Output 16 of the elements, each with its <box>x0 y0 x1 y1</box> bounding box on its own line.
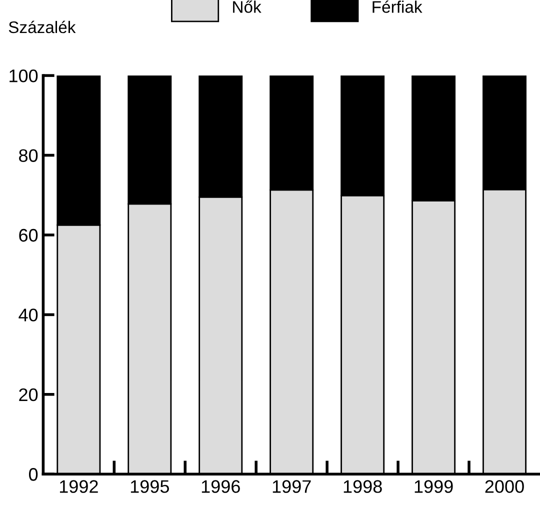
y-tick-label: 0 <box>29 468 38 481</box>
x-tick-label: 1997 <box>272 480 311 493</box>
y-tick-label: 60 <box>19 228 38 242</box>
y-tick-label: 40 <box>18 308 38 322</box>
x-tick-label: 1992 <box>60 480 98 493</box>
x-tick-label: 1995 <box>130 480 169 493</box>
x-tick-label: 2000 <box>485 480 524 493</box>
y-tick-label: 80 <box>19 149 38 162</box>
x-tick-label: 1999 <box>414 480 453 493</box>
x-tick-label: 1998 <box>344 480 382 493</box>
legend-label: Nők <box>233 0 262 13</box>
y-tick-label: 20 <box>19 388 38 402</box>
y-axis-title: Százalék <box>8 20 76 34</box>
y-tick-label: 100 <box>10 69 38 82</box>
legend-label: Férfiak <box>372 0 422 13</box>
x-tick-label: 1996 <box>202 480 240 493</box>
